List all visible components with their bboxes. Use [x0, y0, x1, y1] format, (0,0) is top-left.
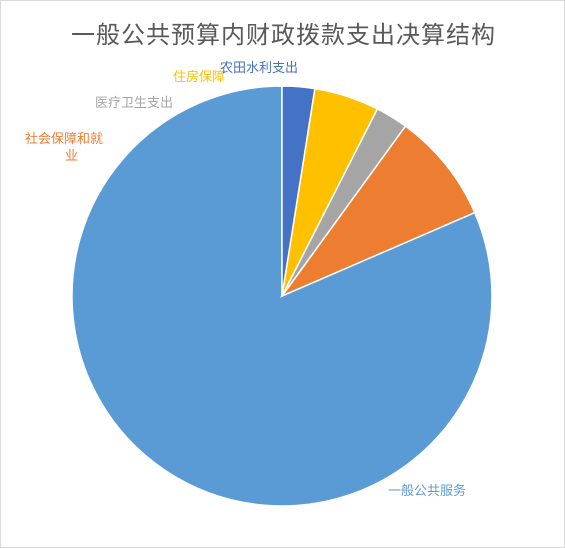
pie-slice-2: [279, 125, 476, 298]
data-label-2: 社会保障和就业: [25, 131, 103, 164]
data-label-1: 一般公共服务: [388, 483, 466, 499]
data-label-5: 农田水利支出: [220, 61, 298, 76]
chart-title: 一般公共预算内财政拨款支出决算结构: [71, 21, 496, 49]
data-label-4: 住房保障: [173, 69, 225, 85]
pie-slice-5: [281, 85, 316, 297]
data-label-3: 医疗卫生支出: [95, 96, 173, 111]
